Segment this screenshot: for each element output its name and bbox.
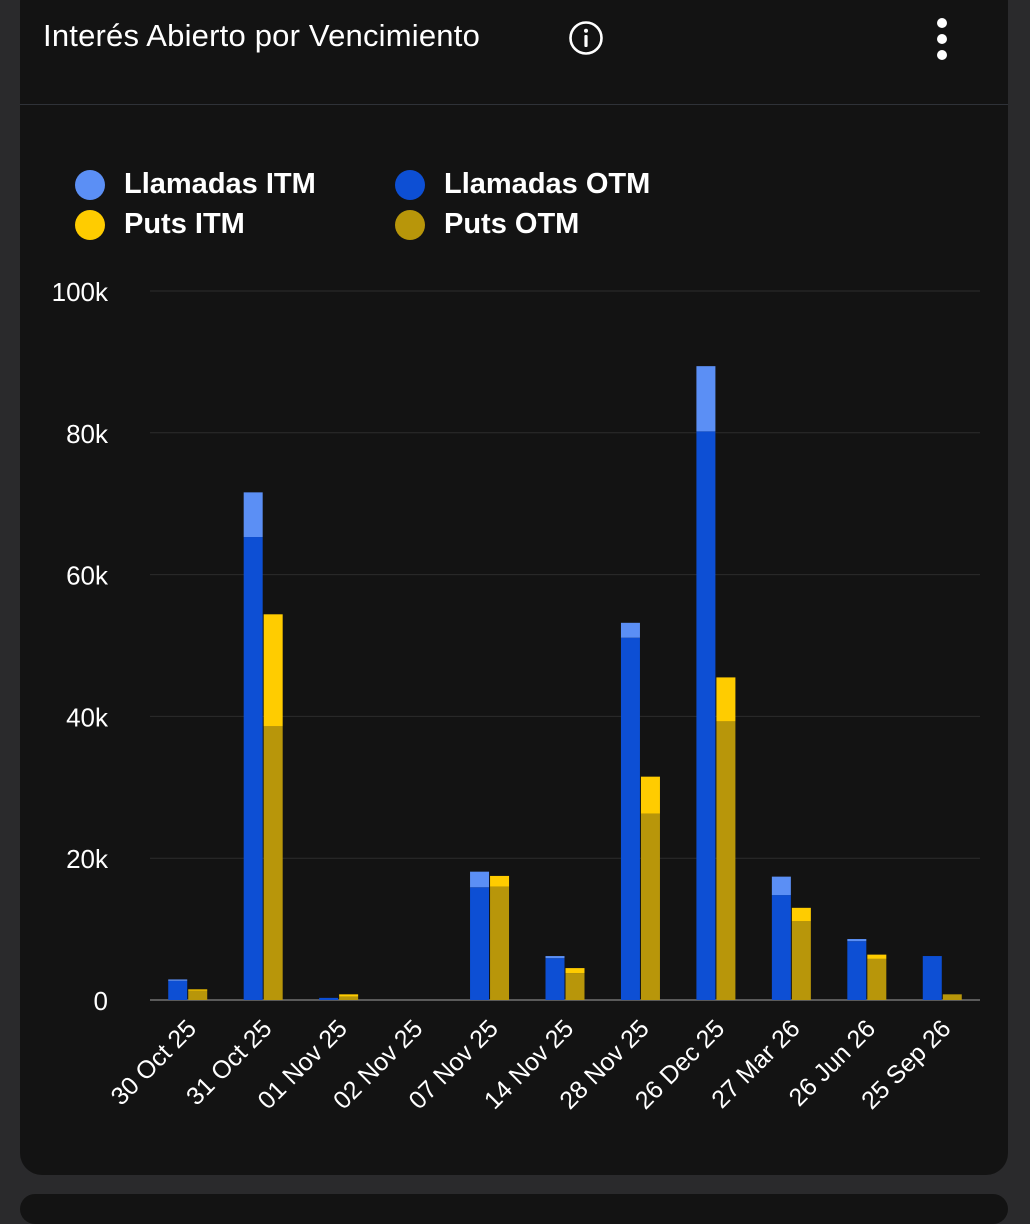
bar-puts-otm [867, 958, 887, 1000]
bar-puts-itm [263, 614, 283, 727]
bar-puts-itm [339, 994, 359, 997]
y-tick-label: 40k [66, 702, 109, 732]
card-header: Interés Abierto por Vencimiento [20, 0, 1008, 105]
legend-item-puts-itm[interactable]: Puts ITM [75, 208, 245, 241]
bar-puts-otm [640, 813, 660, 1000]
bar-llamadas-itm [696, 366, 716, 432]
bar-puts-otm [942, 994, 962, 1000]
y-tick-label: 20k [66, 844, 109, 874]
legend-swatch [395, 169, 425, 200]
bar-puts-itm [188, 989, 208, 991]
bar-llamadas-otm [696, 431, 716, 1001]
bar-llamadas-itm [620, 622, 640, 638]
bar-puts-itm [716, 677, 736, 722]
legend-swatch [75, 169, 105, 200]
y-tick-label: 60k [66, 561, 109, 591]
bar-llamadas-otm [620, 637, 640, 1000]
chart-card: Interés Abierto por Vencimiento Llamadas… [20, 0, 1008, 1175]
chart-title: Interés Abierto por Vencimiento [43, 18, 481, 53]
legend-swatch [75, 209, 105, 240]
bar-llamadas-itm [243, 492, 263, 538]
legend-item-llamadas-otm[interactable]: Llamadas OTM [395, 168, 650, 201]
bar-puts-itm [640, 776, 660, 814]
bar-llamadas-otm [771, 895, 791, 1000]
bar-puts-itm [565, 968, 585, 974]
bar-llamadas-otm [922, 956, 942, 1000]
bar-llamadas-itm [847, 939, 867, 942]
bar-llamadas-otm [319, 997, 339, 1000]
bar-llamadas-itm [545, 956, 565, 959]
legend-item-puts-otm[interactable]: Puts OTM [395, 208, 579, 241]
bar-puts-otm [188, 990, 208, 1000]
legend-label: Puts ITM [124, 208, 245, 240]
legend-swatch [395, 209, 425, 240]
bar-puts-otm [565, 973, 585, 1000]
y-tick-label: 80k [66, 419, 109, 449]
bar-llamadas-otm [545, 958, 565, 1000]
bar-llamadas-otm [847, 941, 867, 1000]
bar-llamadas-otm [168, 980, 188, 1000]
bar-puts-otm [263, 726, 283, 1000]
bar-puts-otm [716, 721, 736, 1000]
bar-puts-otm [339, 996, 359, 1000]
bar-llamadas-itm [771, 876, 791, 896]
bar-llamadas-itm [168, 979, 188, 981]
info-circle-icon[interactable] [568, 20, 604, 56]
bar-llamadas-otm [243, 537, 263, 1000]
bar-puts-itm [867, 954, 887, 959]
bar-llamadas-itm [470, 871, 490, 888]
bar-puts-itm [791, 907, 811, 922]
bar-llamadas-otm [470, 887, 490, 1000]
y-tick-label: 0 [94, 986, 108, 1016]
bar-puts-otm [791, 921, 811, 1000]
legend-label: Llamadas ITM [124, 168, 316, 200]
y-tick-label: 100k [52, 277, 109, 307]
legend-label: Puts OTM [444, 208, 580, 240]
legend-item-llamadas-itm[interactable]: Llamadas ITM [75, 168, 316, 201]
bar-puts-otm [490, 886, 510, 1000]
more-vertical-icon[interactable] [930, 16, 954, 62]
legend-label: Llamadas OTM [444, 168, 651, 200]
bar-puts-itm [490, 875, 510, 887]
